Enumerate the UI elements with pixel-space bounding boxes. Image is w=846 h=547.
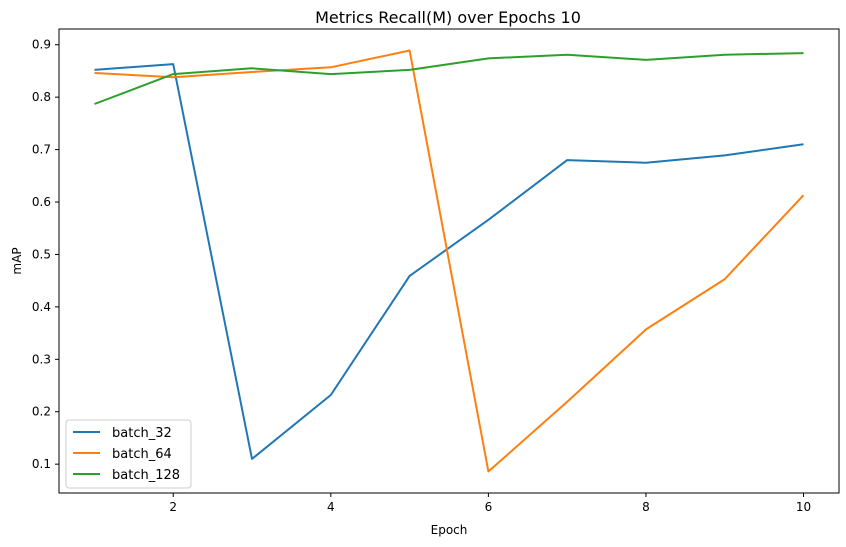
x-tick-label: 10 [796, 500, 811, 514]
legend-entry: batch_32 [73, 426, 172, 441]
series-line-batch-32 [94, 63, 804, 460]
x-tick-label: 4 [327, 500, 335, 514]
legend-label-batch-128: batch_128 [112, 468, 180, 483]
series-lines [94, 49, 805, 473]
legend-entry: batch_128 [73, 468, 180, 483]
x-tick-label: 6 [485, 500, 493, 514]
y-tick-label: 0.8 [32, 90, 51, 104]
y-tick-label: 0.9 [32, 38, 51, 52]
y-tick-label: 0.1 [32, 457, 51, 471]
y-axis-ticks: 0.1 0.2 0.3 0.4 0.5 0.6 0.7 0.8 0.9 [32, 38, 59, 471]
series-line-batch-64 [94, 49, 805, 473]
y-axis-label: mAP [10, 247, 24, 274]
x-tick-label: 8 [642, 500, 650, 514]
legend-frame [65, 419, 192, 489]
y-tick-label: 0.2 [32, 405, 51, 419]
y-tick-label: 0.4 [32, 300, 51, 314]
y-tick-label: 0.3 [32, 352, 51, 366]
series-line-batch-128 [94, 52, 804, 105]
y-tick-label: 0.5 [32, 247, 51, 261]
plot-frame [58, 28, 840, 494]
legend-entry: batch_64 [73, 447, 172, 462]
chart-title: Metrics Recall(M) over Epochs 10 [315, 8, 581, 27]
x-axis-label: Epoch [431, 523, 468, 537]
x-axis-ticks: 2 4 6 8 10 [169, 493, 811, 514]
x-tick-label: 2 [169, 500, 177, 514]
legend-label-batch-64: batch_64 [112, 447, 172, 462]
y-tick-label: 0.6 [32, 195, 51, 209]
legend-label-batch-32: batch_32 [112, 426, 172, 441]
y-tick-label: 0.7 [32, 143, 51, 157]
legend: batch_32 batch_64 batch_128 [65, 419, 192, 489]
